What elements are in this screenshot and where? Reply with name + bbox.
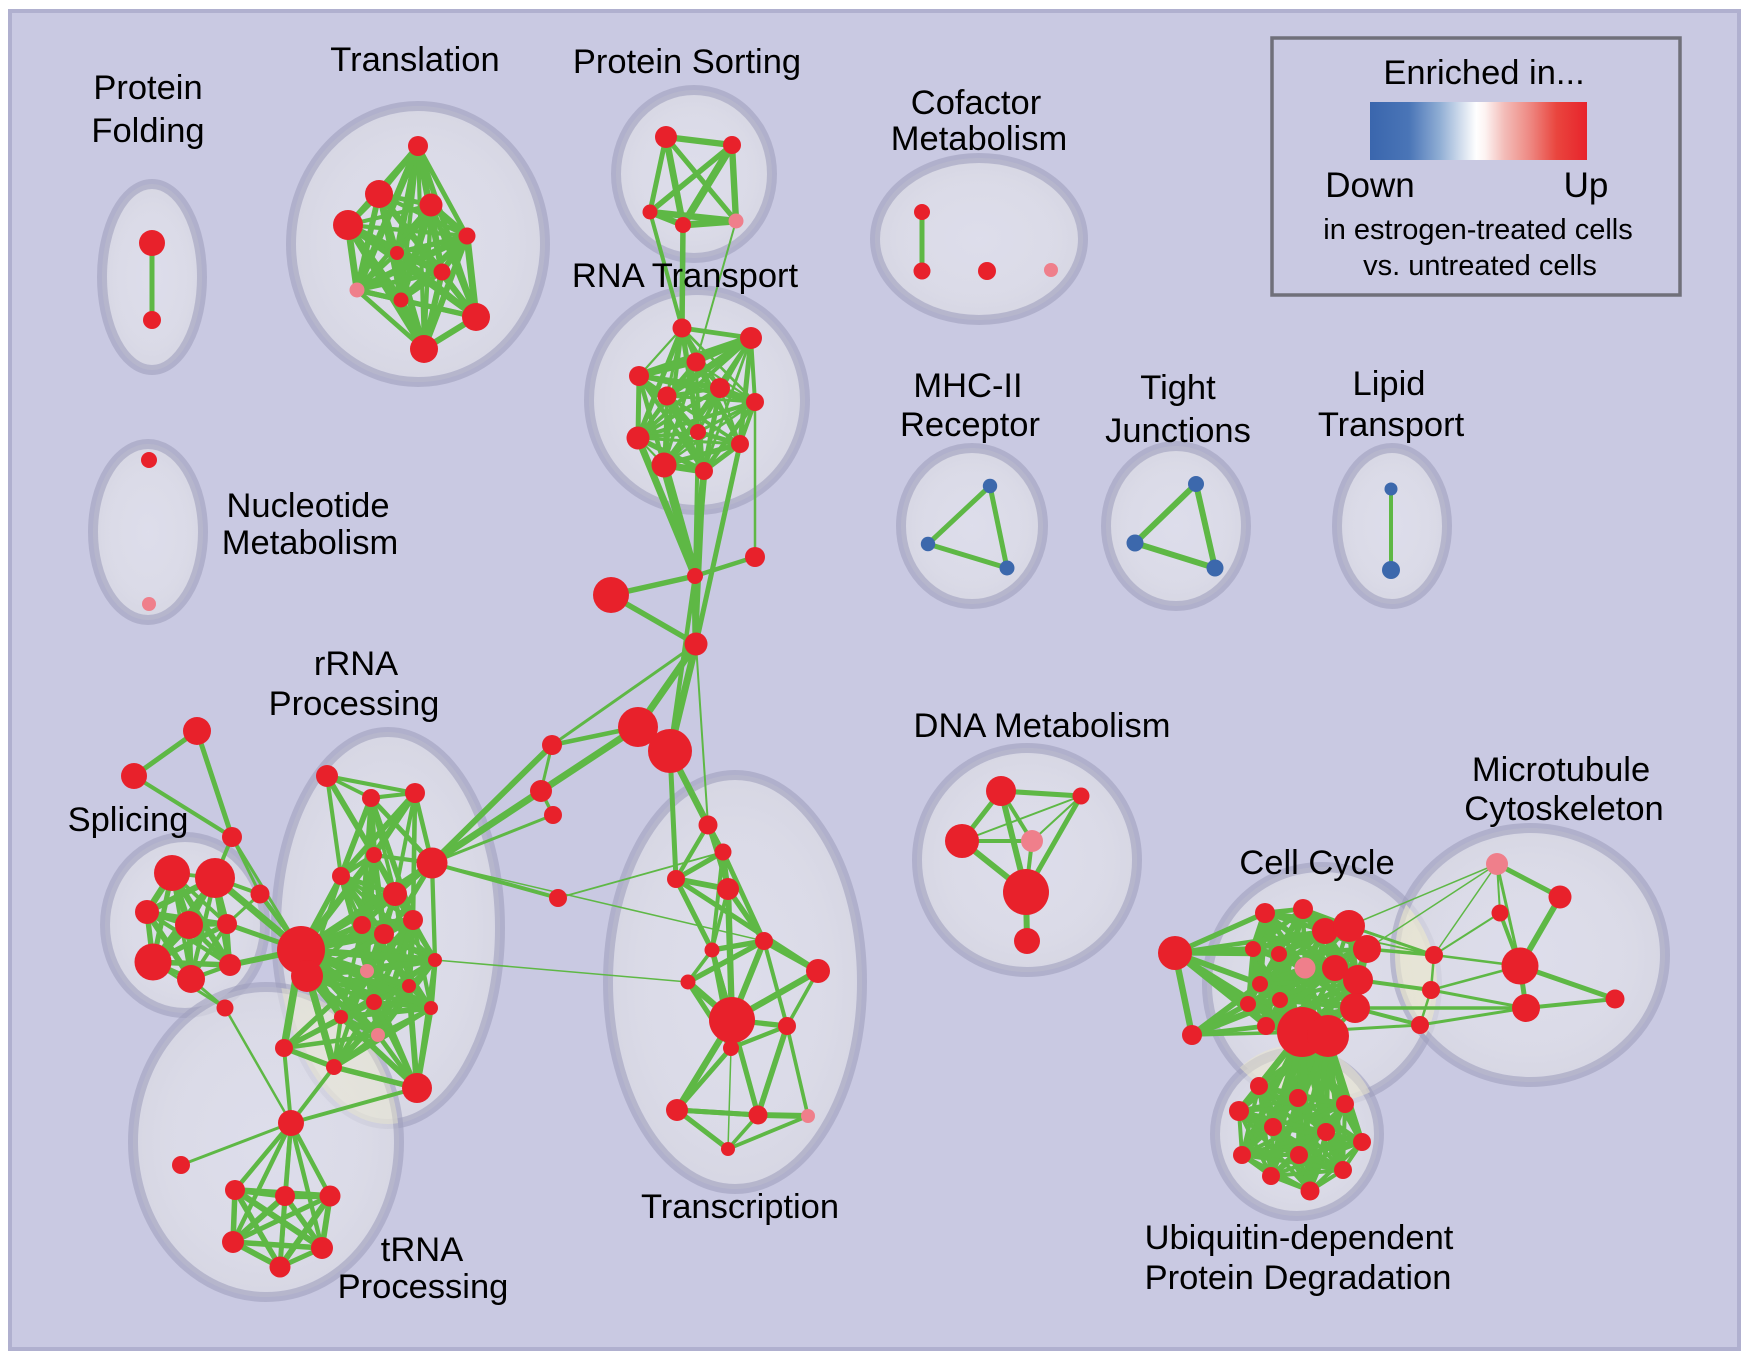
svg-text:Metabolism: Metabolism	[891, 120, 1067, 158]
svg-text:Ubiquitin-dependent: Ubiquitin-dependent	[1145, 1219, 1454, 1257]
svg-text:Processing: Processing	[338, 1268, 509, 1306]
svg-text:RNA Transport: RNA Transport	[572, 257, 799, 295]
svg-text:rRNA: rRNA	[314, 645, 398, 683]
svg-text:Folding: Folding	[91, 112, 204, 150]
svg-text:tRNA: tRNA	[381, 1231, 463, 1269]
svg-text:Receptor: Receptor	[900, 406, 1040, 444]
svg-text:Transcription: Transcription	[641, 1188, 839, 1226]
svg-text:Metabolism: Metabolism	[222, 524, 398, 562]
svg-text:Transport: Transport	[1318, 406, 1465, 444]
svg-text:Protein: Protein	[93, 69, 202, 107]
svg-text:Lipid: Lipid	[1353, 365, 1426, 403]
svg-text:Down: Down	[1325, 166, 1414, 205]
svg-text:Tight: Tight	[1140, 369, 1216, 407]
svg-text:Microtubule: Microtubule	[1472, 751, 1650, 789]
svg-text:Cofactor: Cofactor	[911, 84, 1041, 122]
svg-text:Processing: Processing	[269, 685, 440, 723]
svg-text:Junctions: Junctions	[1105, 412, 1251, 450]
svg-text:Translation: Translation	[330, 41, 499, 79]
svg-text:Cell Cycle: Cell Cycle	[1239, 844, 1394, 882]
svg-text:Protein Degradation: Protein Degradation	[1145, 1259, 1452, 1297]
svg-text:in estrogen-treated cells: in estrogen-treated cells	[1323, 214, 1633, 246]
svg-text:Splicing: Splicing	[68, 801, 189, 839]
svg-text:Cytoskeleton: Cytoskeleton	[1464, 790, 1663, 828]
svg-text:Enriched in...: Enriched in...	[1383, 54, 1584, 92]
svg-text:DNA Metabolism: DNA Metabolism	[914, 707, 1171, 745]
svg-text:MHC-II: MHC-II	[913, 367, 1022, 405]
svg-text:Up: Up	[1564, 166, 1609, 205]
svg-text:Nucleotide: Nucleotide	[226, 487, 389, 525]
svg-text:vs. untreated cells: vs. untreated cells	[1363, 250, 1597, 282]
svg-text:Protein Sorting: Protein Sorting	[573, 43, 801, 81]
